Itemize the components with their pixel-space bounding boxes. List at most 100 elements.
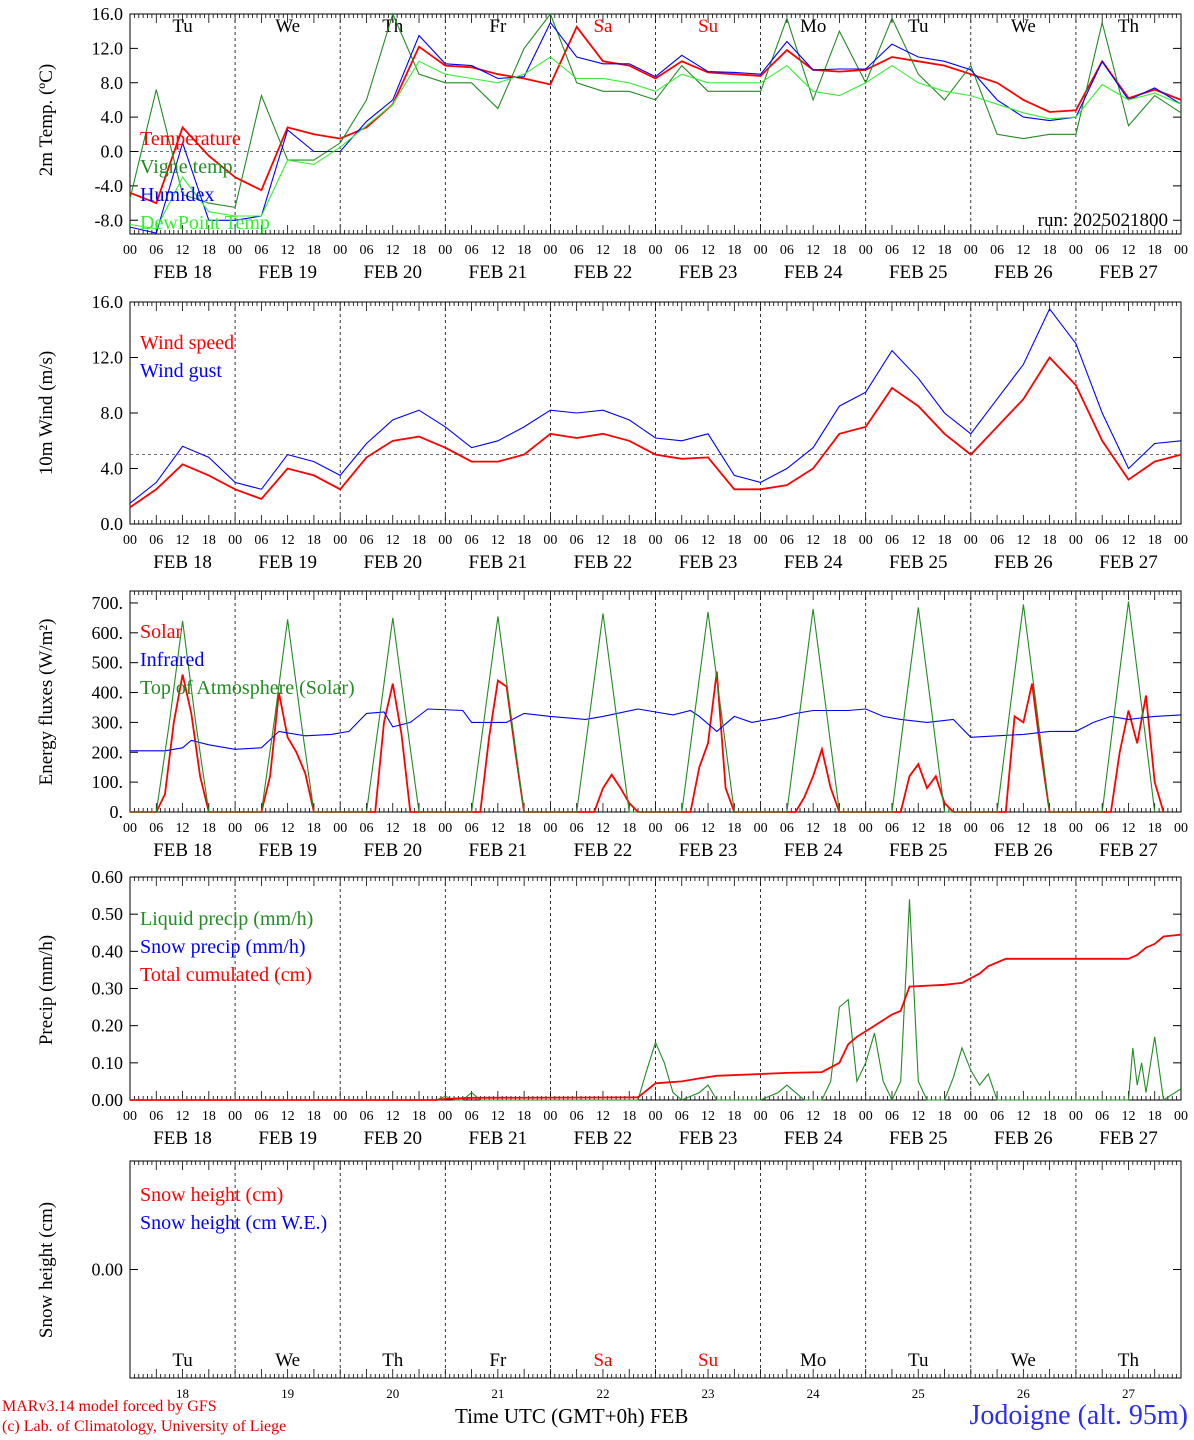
x-hour-label: 00 xyxy=(859,533,873,548)
x-hour-label: 18 xyxy=(307,1109,321,1124)
legend-entry: Wind gust xyxy=(140,360,222,382)
x-hour-label: 12 xyxy=(596,821,610,836)
x-hour-label: 00 xyxy=(438,1109,452,1124)
x-hour-label: 18 xyxy=(1043,533,1057,548)
x-day-number: 23 xyxy=(702,1386,715,1401)
x-hour-label: 12 xyxy=(176,821,190,836)
x-hour-label: 18 xyxy=(727,243,741,258)
x-hour-label: 18 xyxy=(1043,243,1057,258)
x-hour-label: 06 xyxy=(780,821,794,836)
x-hour-label: 00 xyxy=(1069,243,1083,258)
series-line-infrared xyxy=(130,708,1182,752)
x-date-label: FEB 22 xyxy=(574,1128,633,1149)
legend-entry: Liquid precip (mm/h) xyxy=(140,908,313,930)
x-hour-label: 06 xyxy=(254,1109,268,1124)
series-line-humidex xyxy=(129,21,1182,234)
y-tick-label: 0.00 xyxy=(92,1090,124,1110)
x-date-label: FEB 22 xyxy=(574,552,633,573)
x-hour-label: 18 xyxy=(307,821,321,836)
x-hour-label: 18 xyxy=(832,821,846,836)
x-hour-label: 18 xyxy=(622,821,636,836)
legend-entry: Snow height (cm) xyxy=(140,1184,283,1206)
panel-5: 0.00 Snow height (cm) Tu We Th Fr Sa Su Mo Tu We Th… xyxy=(36,1160,1182,1401)
series-line-vigne-temp xyxy=(129,12,1182,209)
x-hour-label: 00 xyxy=(333,821,347,836)
x-day-number: 24 xyxy=(807,1386,821,1401)
y-tick-label: 600. xyxy=(92,623,124,643)
x-hour-label: 18 xyxy=(517,533,531,548)
x-date-label: FEB 23 xyxy=(679,262,738,283)
x-hour-label: 06 xyxy=(885,533,899,548)
y-tick-label: 100. xyxy=(92,772,124,792)
x-date-label: FEB 18 xyxy=(153,552,212,573)
x-hour-label: 18 xyxy=(307,533,321,548)
x-hour-label: 12 xyxy=(1016,821,1030,836)
legend-entry: Solar xyxy=(140,621,183,643)
x-hour-label: 18 xyxy=(202,1109,216,1124)
x-hour-label: 00 xyxy=(649,1109,663,1124)
x-hour-label: 06 xyxy=(570,243,584,258)
y-tick-label: 0.10 xyxy=(92,1053,124,1073)
x-hour-label: 06 xyxy=(780,1109,794,1124)
x-day-number: 26 xyxy=(1017,1386,1031,1401)
x-hour-label: 06 xyxy=(675,243,689,258)
x-hour-label: 12 xyxy=(911,243,925,258)
x-date-label: FEB 25 xyxy=(889,552,948,573)
x-hour-label: 18 xyxy=(727,533,741,548)
x-hour-label: 18 xyxy=(202,533,216,548)
x-hour-label: 00 xyxy=(1069,533,1083,548)
day-name-label: Tu xyxy=(172,16,193,37)
x-hour-label: 06 xyxy=(149,243,163,258)
x-hour-label: 18 xyxy=(1148,1109,1162,1124)
x-hour-label: 00 xyxy=(649,243,663,258)
x-hour-label: 00 xyxy=(649,821,663,836)
x-hour-label: 12 xyxy=(176,533,190,548)
lab-credit: (c) Lab. of Climatology, University of L… xyxy=(2,1418,287,1435)
x-date-label: FEB 23 xyxy=(679,552,738,573)
x-hour-label: 06 xyxy=(359,533,373,548)
x-hour-label: 18 xyxy=(622,243,636,258)
x-hour-label: 06 xyxy=(359,1109,373,1124)
x-hour-label: 00 xyxy=(1069,821,1083,836)
x-hour-label: 12 xyxy=(911,821,925,836)
x-date-label: FEB 20 xyxy=(363,552,422,573)
y-tick-label: 8.0 xyxy=(101,73,124,93)
x-hour-label: 18 xyxy=(1148,533,1162,548)
x-hour-label: 00 xyxy=(228,821,242,836)
day-name-label: Sa xyxy=(593,1350,613,1371)
x-hour-label: 18 xyxy=(938,1109,952,1124)
x-hour-label: 00 xyxy=(333,533,347,548)
y-tick-label: 0.20 xyxy=(92,1016,124,1036)
x-hour-label: 06 xyxy=(570,533,584,548)
x-hour-label: 12 xyxy=(806,1109,820,1124)
x-date-label: FEB 24 xyxy=(784,1128,843,1149)
x-hour-label: 18 xyxy=(307,243,321,258)
series-line-top-of-atmosphere-solar- xyxy=(130,601,1156,813)
x-hour-label: 18 xyxy=(517,1109,531,1124)
day-name-label: We xyxy=(1011,1350,1036,1371)
x-hour-label: 00 xyxy=(543,1109,557,1124)
x-date-label: FEB 26 xyxy=(994,1128,1053,1149)
series-line-total-cumulated-cm- xyxy=(130,933,1182,1101)
day-name-label: Tu xyxy=(908,16,929,37)
x-hour-label: 06 xyxy=(675,1109,689,1124)
x-hour-label: 00 xyxy=(123,1109,137,1124)
x-day-number: 18 xyxy=(176,1386,189,1401)
x-hour-label: 06 xyxy=(675,821,689,836)
x-hour-label: 00 xyxy=(859,821,873,836)
x-date-label: FEB 26 xyxy=(994,552,1053,573)
legend-entry: Temperature xyxy=(140,128,241,150)
x-date-label: FEB 24 xyxy=(784,552,843,573)
series-line-wind-gust xyxy=(129,307,1182,504)
x-date-label: FEB 20 xyxy=(363,840,422,861)
day-name-label: Tu xyxy=(172,1350,193,1371)
x-hour-label: 12 xyxy=(806,243,820,258)
x-date-label: FEB 18 xyxy=(153,1128,212,1149)
day-name-label: Th xyxy=(1118,16,1140,37)
day-name-label: Mo xyxy=(800,16,826,37)
x-hour-label: 06 xyxy=(1095,243,1109,258)
x-hour-label: 18 xyxy=(517,821,531,836)
y-tick-label: 0.00 xyxy=(92,1260,124,1280)
y-tick-label: 0.0 xyxy=(101,514,124,534)
x-hour-label: 00 xyxy=(543,243,557,258)
